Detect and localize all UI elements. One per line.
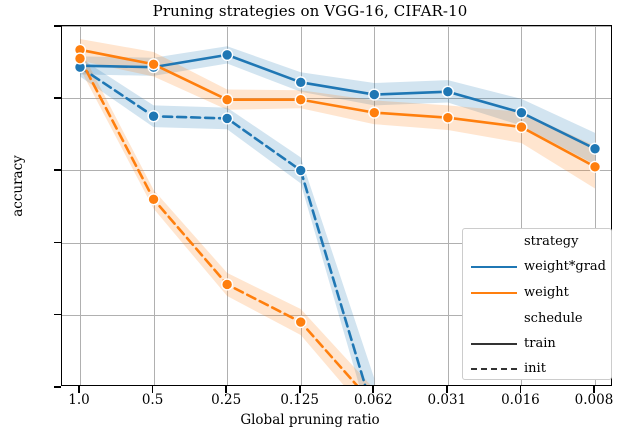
y-tick-mark	[54, 386, 61, 388]
data-point-marker	[221, 93, 234, 106]
x-tick-mark	[225, 386, 227, 393]
data-point-marker	[294, 93, 307, 106]
chart-title: Pruning strategies on VGG-16, CIFAR-10	[152, 2, 468, 20]
legend-swatch-weight	[471, 286, 517, 300]
x-tick-label: 0.25	[211, 392, 242, 408]
gridline-horizontal	[62, 98, 611, 99]
x-tick-label: 0.5	[141, 392, 164, 408]
legend-swatch-weight-grad	[471, 260, 517, 274]
x-tick-label: 1.0	[68, 392, 90, 408]
data-point-marker	[147, 58, 160, 71]
data-point-marker	[515, 106, 528, 119]
data-point-marker	[368, 88, 381, 101]
data-point-marker	[221, 278, 234, 291]
series-line	[78, 53, 597, 151]
gridline-vertical	[80, 26, 81, 385]
data-point-marker	[368, 106, 381, 119]
gridline-vertical	[595, 26, 596, 385]
x-tick-mark	[519, 386, 522, 393]
y-tick-mark	[54, 241, 61, 244]
data-point-marker	[221, 112, 234, 125]
data-point-marker	[441, 85, 454, 98]
x-tick-label: 0.008	[574, 392, 614, 408]
gridline-horizontal	[62, 315, 611, 316]
legend-item-train[interactable]: train	[463, 331, 613, 356]
data-point-marker	[147, 193, 160, 206]
gridline-vertical	[374, 26, 375, 385]
data-point-marker	[73, 52, 87, 65]
plot-area	[61, 25, 612, 386]
y-tick-mark	[54, 97, 61, 99]
x-tick-mark	[298, 386, 301, 393]
x-axis-label: Global pruning ratio	[240, 412, 380, 428]
legend-label-init: init	[524, 361, 546, 376]
confidence-band	[80, 38, 595, 189]
data-point-marker	[147, 110, 160, 123]
data-point-marker	[588, 160, 602, 173]
legend-item-weight[interactable]: weight	[463, 280, 613, 305]
series-line	[78, 48, 597, 169]
x-tick-mark	[372, 386, 375, 393]
data-point-marker	[515, 120, 528, 134]
data-point-marker	[588, 142, 602, 155]
data-point-marker	[441, 111, 454, 124]
series-layer	[73, 38, 602, 385]
legend-group-schedule-label: schedule	[524, 311, 583, 326]
x-tick-label: 0.016	[501, 392, 540, 408]
gridline-horizontal	[62, 26, 611, 27]
legend-group-schedule: schedule	[463, 306, 613, 331]
gridline-vertical	[227, 26, 228, 385]
legend-group-strategy: strategy	[463, 229, 613, 254]
gridline-vertical	[521, 26, 522, 385]
y-tick-mark	[54, 169, 61, 171]
x-tick-label: 0.031	[427, 392, 467, 408]
gridline-vertical	[448, 26, 449, 385]
legend-item-init[interactable]: init	[463, 356, 613, 381]
x-tick-mark	[151, 386, 154, 393]
data-point-marker	[294, 164, 307, 177]
legend-item-weight-grad[interactable]: weight*grad	[463, 254, 613, 279]
x-tick-mark	[446, 386, 448, 393]
y-tick-mark	[54, 25, 61, 27]
data-point-marker	[294, 315, 307, 329]
x-tick-mark	[78, 386, 80, 393]
gridline-horizontal	[62, 170, 611, 171]
gridline-vertical	[301, 26, 302, 385]
gridline-vertical	[154, 26, 155, 385]
x-tick-label: 0.125	[280, 392, 320, 408]
legend-label-weight: weight	[524, 285, 569, 300]
y-axis-label: accuracy	[10, 155, 26, 217]
legend-swatch-init	[471, 362, 517, 376]
legend-label-train: train	[524, 336, 556, 351]
chart-legend: strategy weight*grad weight schedule tra…	[462, 228, 612, 380]
y-tick-mark	[54, 313, 61, 316]
x-tick-label: 0.062	[353, 392, 393, 408]
gridline-horizontal	[62, 243, 611, 244]
x-tick-mark	[593, 386, 595, 393]
data-point-marker	[294, 76, 307, 89]
legend-label-weight-grad: weight*grad	[524, 259, 607, 274]
data-point-marker	[221, 48, 234, 61]
legend-swatch-train	[471, 337, 517, 351]
legend-group-strategy-label: strategy	[524, 234, 579, 249]
